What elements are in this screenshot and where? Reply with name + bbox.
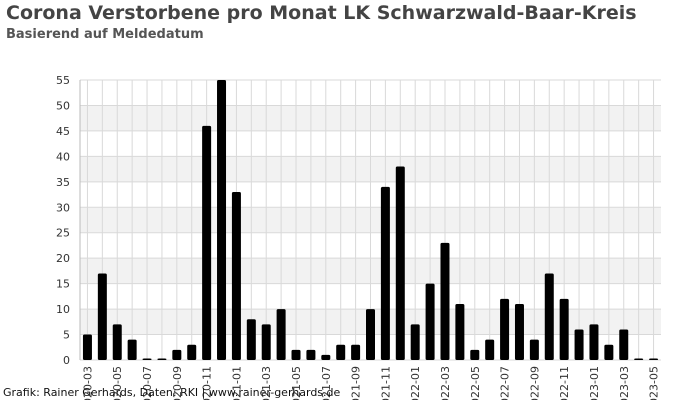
bar xyxy=(559,298,569,360)
x-tick-label: 2020-07 xyxy=(141,366,154,400)
bar xyxy=(112,324,122,360)
x-tick-label: 2020-03 xyxy=(81,366,94,400)
bar xyxy=(187,344,197,360)
y-tick-label: 0 xyxy=(63,354,70,367)
bar xyxy=(366,309,375,360)
x-tick-label: 2022-07 xyxy=(499,366,512,400)
x-tick-label: 2023-05 xyxy=(648,366,661,400)
bars xyxy=(82,80,659,361)
x-tick-label: 2020-05 xyxy=(111,366,124,400)
y-tick-label: 45 xyxy=(56,125,70,138)
x-tick-label: 2021-11 xyxy=(379,366,392,400)
y-axis: 0 5 10 15 20 25 30 35 40 45 50 55 xyxy=(56,74,70,367)
bar xyxy=(440,242,450,360)
bar xyxy=(619,329,629,360)
bar xyxy=(604,344,614,360)
bar xyxy=(544,273,554,360)
x-tick-label: 2020-11 xyxy=(201,366,214,400)
y-tick-label: 30 xyxy=(56,201,70,214)
x-tick-label: 2021-03 xyxy=(260,366,273,400)
bar xyxy=(261,324,271,360)
x-tick-label: 2022-01 xyxy=(409,366,422,400)
bar xyxy=(649,358,659,360)
bar xyxy=(351,344,361,360)
bar xyxy=(634,358,644,360)
x-tick-label: 2022-05 xyxy=(469,366,482,400)
y-tick-label: 55 xyxy=(56,74,70,87)
bar xyxy=(157,358,167,360)
bar xyxy=(514,304,524,360)
x-axis: 2020-03 2020-05 2020-07 2020-09 2020-11 2021-… xyxy=(81,366,660,400)
bar xyxy=(410,324,420,360)
bar xyxy=(321,354,331,360)
bar xyxy=(172,349,182,360)
x-tick-label: 2020-09 xyxy=(171,366,184,400)
y-tick-label: 40 xyxy=(56,150,70,163)
y-tick-label: 10 xyxy=(56,303,70,316)
x-tick-label: 2022-09 xyxy=(528,366,541,400)
bar xyxy=(500,298,510,360)
bar xyxy=(306,349,316,360)
x-tick-label: 2023-03 xyxy=(618,366,631,400)
y-tick-label: 15 xyxy=(56,278,70,291)
bar xyxy=(529,339,539,360)
bar xyxy=(574,329,584,360)
credit-text: Grafik: Rainer Gerhards, Daten: RKI | ww… xyxy=(3,386,341,399)
y-tick-label: 35 xyxy=(56,176,70,189)
chart-subtitle: Basierend auf Meldedatum xyxy=(6,27,204,42)
bar xyxy=(202,125,212,361)
x-tick-label: 2021-09 xyxy=(350,366,363,400)
bar xyxy=(485,339,495,360)
bar xyxy=(231,192,241,360)
x-tick-label: 2022-03 xyxy=(439,366,452,400)
y-tick-label: 50 xyxy=(56,99,70,112)
bar xyxy=(336,344,346,360)
bar xyxy=(425,283,435,360)
x-tick-label: 2021-05 xyxy=(290,366,303,400)
chart-title: Corona Verstorbene pro Monat LK Schwarzw… xyxy=(6,2,637,24)
x-tick-label: 2021-01 xyxy=(230,366,243,400)
bar xyxy=(291,349,301,360)
bar xyxy=(82,334,92,360)
x-tick-label: 2021-07 xyxy=(320,366,333,400)
bar xyxy=(455,304,465,360)
bar xyxy=(246,319,256,360)
bar xyxy=(380,186,390,360)
bar xyxy=(127,339,137,360)
bar xyxy=(97,273,107,360)
bar xyxy=(217,80,227,360)
bar xyxy=(470,349,480,360)
bar xyxy=(589,324,599,360)
bar xyxy=(142,358,152,360)
x-tick-label: 2022-11 xyxy=(558,366,571,400)
bar xyxy=(276,309,286,360)
y-tick-label: 5 xyxy=(63,329,70,342)
y-tick-label: 25 xyxy=(56,227,70,240)
bar xyxy=(395,166,405,360)
x-tick-label: 2023-01 xyxy=(588,366,601,400)
y-tick-label: 20 xyxy=(56,252,70,265)
